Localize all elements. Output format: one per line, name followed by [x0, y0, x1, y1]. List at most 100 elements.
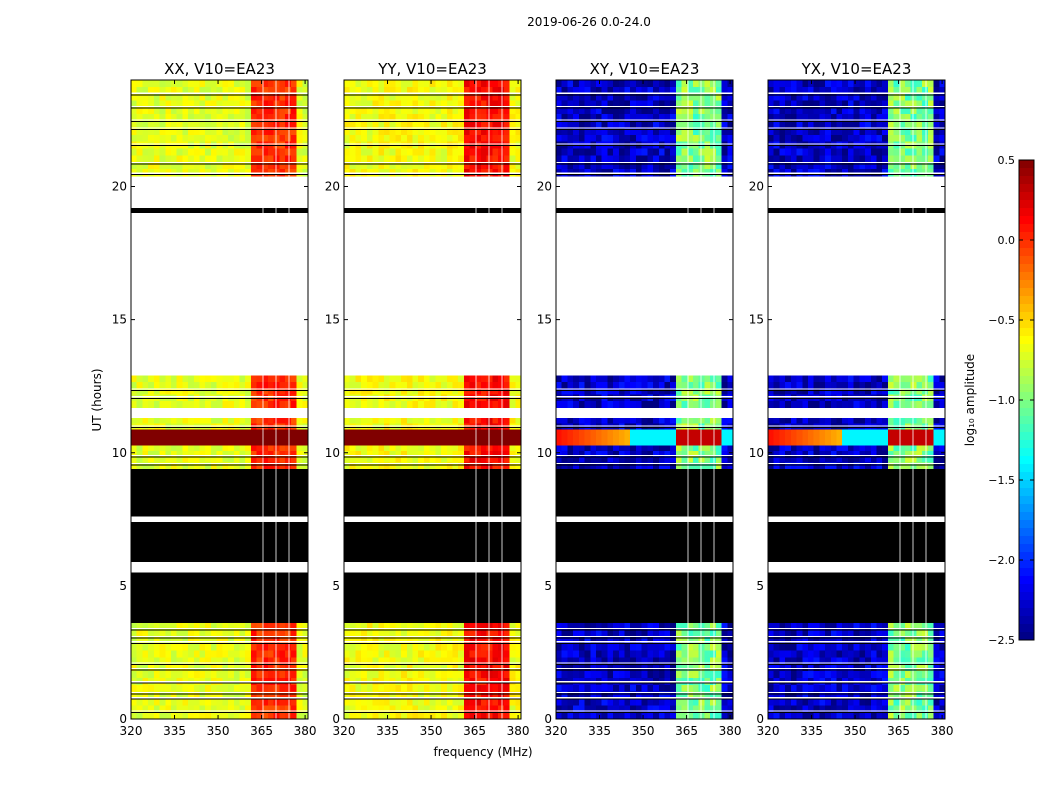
heatmap-cell	[245, 401, 252, 408]
heatmap-cell	[515, 444, 522, 452]
heatmap-cell	[687, 134, 694, 143]
heatmap-cell	[401, 388, 408, 396]
heatmap-cell	[710, 456, 717, 464]
heatmap-cell	[492, 444, 499, 452]
heatmap-cell	[366, 375, 374, 383]
heatmap-cell	[279, 148, 286, 156]
heatmap-cell	[590, 629, 597, 638]
heatmap-cell	[205, 162, 212, 170]
heatmap-cell	[768, 671, 775, 679]
heatmap-cell	[933, 636, 940, 645]
heatmap-cell	[279, 657, 286, 665]
heatmap-cell	[302, 691, 309, 699]
heatmap-cell	[250, 636, 258, 645]
heatmap-cell	[355, 643, 362, 652]
heatmap-cell	[704, 80, 711, 88]
heatmap-cell	[446, 375, 453, 383]
heatmap-cell	[452, 100, 459, 108]
heatmap-cell	[830, 80, 838, 88]
heatmap-cell	[452, 107, 459, 115]
heatmap-cell	[601, 456, 608, 464]
heatmap-cell	[268, 114, 275, 122]
heatmap-cell	[435, 100, 442, 108]
heatmap-cell	[199, 450, 206, 458]
heatmap-cell	[296, 100, 303, 108]
heatmap-cell	[768, 401, 775, 408]
heatmap-cell	[435, 155, 442, 163]
heatmap-cell	[233, 456, 240, 464]
heatmap-cell	[710, 629, 717, 638]
heatmap-cell	[406, 650, 414, 658]
heatmap-cell	[922, 462, 929, 470]
heatmap-cell	[768, 623, 775, 631]
heatmap-cell	[395, 450, 402, 458]
heatmap-cell	[210, 93, 218, 102]
heatmap-cell	[905, 80, 912, 88]
heatmap-cell	[199, 127, 206, 136]
heatmap-cell	[475, 636, 482, 645]
heatmap-cell	[290, 80, 298, 88]
heatmap-cell	[290, 636, 298, 645]
heatmap-cell	[876, 388, 883, 396]
heatmap-cell	[366, 80, 374, 88]
heatmap-cell	[383, 388, 391, 396]
heatmap-cell	[250, 643, 258, 652]
heatmap-cell	[859, 462, 866, 470]
heatmap-cell	[285, 623, 292, 631]
heatmap-cell	[590, 657, 597, 665]
heatmap-cell	[193, 100, 201, 108]
heatmap-cell	[704, 450, 711, 458]
heatmap-cell	[366, 401, 374, 408]
heatmap-cell	[882, 93, 889, 102]
heatmap-cell	[446, 691, 453, 699]
heatmap-cell	[245, 650, 252, 658]
heatmap-cell	[349, 436, 356, 446]
heatmap-cell	[653, 381, 660, 389]
heatmap-cell	[492, 428, 499, 438]
heatmap-cell	[658, 657, 665, 665]
heatmap-cell	[435, 636, 442, 645]
heatmap-cell	[498, 698, 505, 706]
heatmap-cell	[653, 712, 660, 720]
heatmap-cell	[819, 418, 826, 424]
heatmap-cell	[779, 428, 786, 438]
heatmap-cell	[773, 418, 780, 424]
heatmap-cell	[159, 134, 166, 143]
heatmap-cell	[205, 388, 212, 396]
heatmap-cell	[222, 436, 229, 446]
heatmap-cell	[344, 643, 351, 652]
heatmap-cell	[887, 705, 895, 713]
heatmap-cell	[429, 691, 436, 699]
heatmap-cell	[578, 643, 586, 652]
heatmap-cell	[418, 100, 425, 108]
heatmap-cell	[469, 418, 476, 424]
heatmap-cell	[153, 436, 161, 446]
heatmap-cell	[205, 375, 212, 383]
heatmap-cell	[853, 456, 860, 464]
heatmap-cell	[670, 155, 677, 163]
heatmap-cell	[176, 148, 183, 156]
heatmap-cell	[853, 93, 860, 102]
heatmap-cell	[595, 450, 603, 458]
heatmap-cell	[939, 643, 946, 652]
heatmap-cell	[681, 93, 688, 102]
heatmap-cell	[355, 684, 362, 693]
heatmap-cell	[285, 462, 292, 470]
heatmap-cell	[819, 436, 826, 446]
heatmap-cell	[153, 636, 161, 645]
heatmap-cell	[847, 691, 855, 699]
heatmap-cell	[361, 127, 368, 136]
heatmap-cell	[630, 86, 637, 95]
heatmap-cell	[429, 705, 436, 713]
heatmap-cell	[721, 100, 728, 108]
heatmap-cell	[498, 418, 505, 424]
heatmap-cell	[159, 148, 166, 156]
heatmap-cell	[395, 705, 402, 713]
heatmap-cell	[383, 444, 391, 452]
heatmap-cell	[412, 418, 419, 424]
heatmap-cell	[830, 86, 838, 95]
heatmap-cell	[222, 428, 229, 438]
heatmap-cell	[578, 698, 586, 706]
heatmap-cell	[256, 127, 263, 136]
heatmap-cell	[658, 450, 665, 458]
